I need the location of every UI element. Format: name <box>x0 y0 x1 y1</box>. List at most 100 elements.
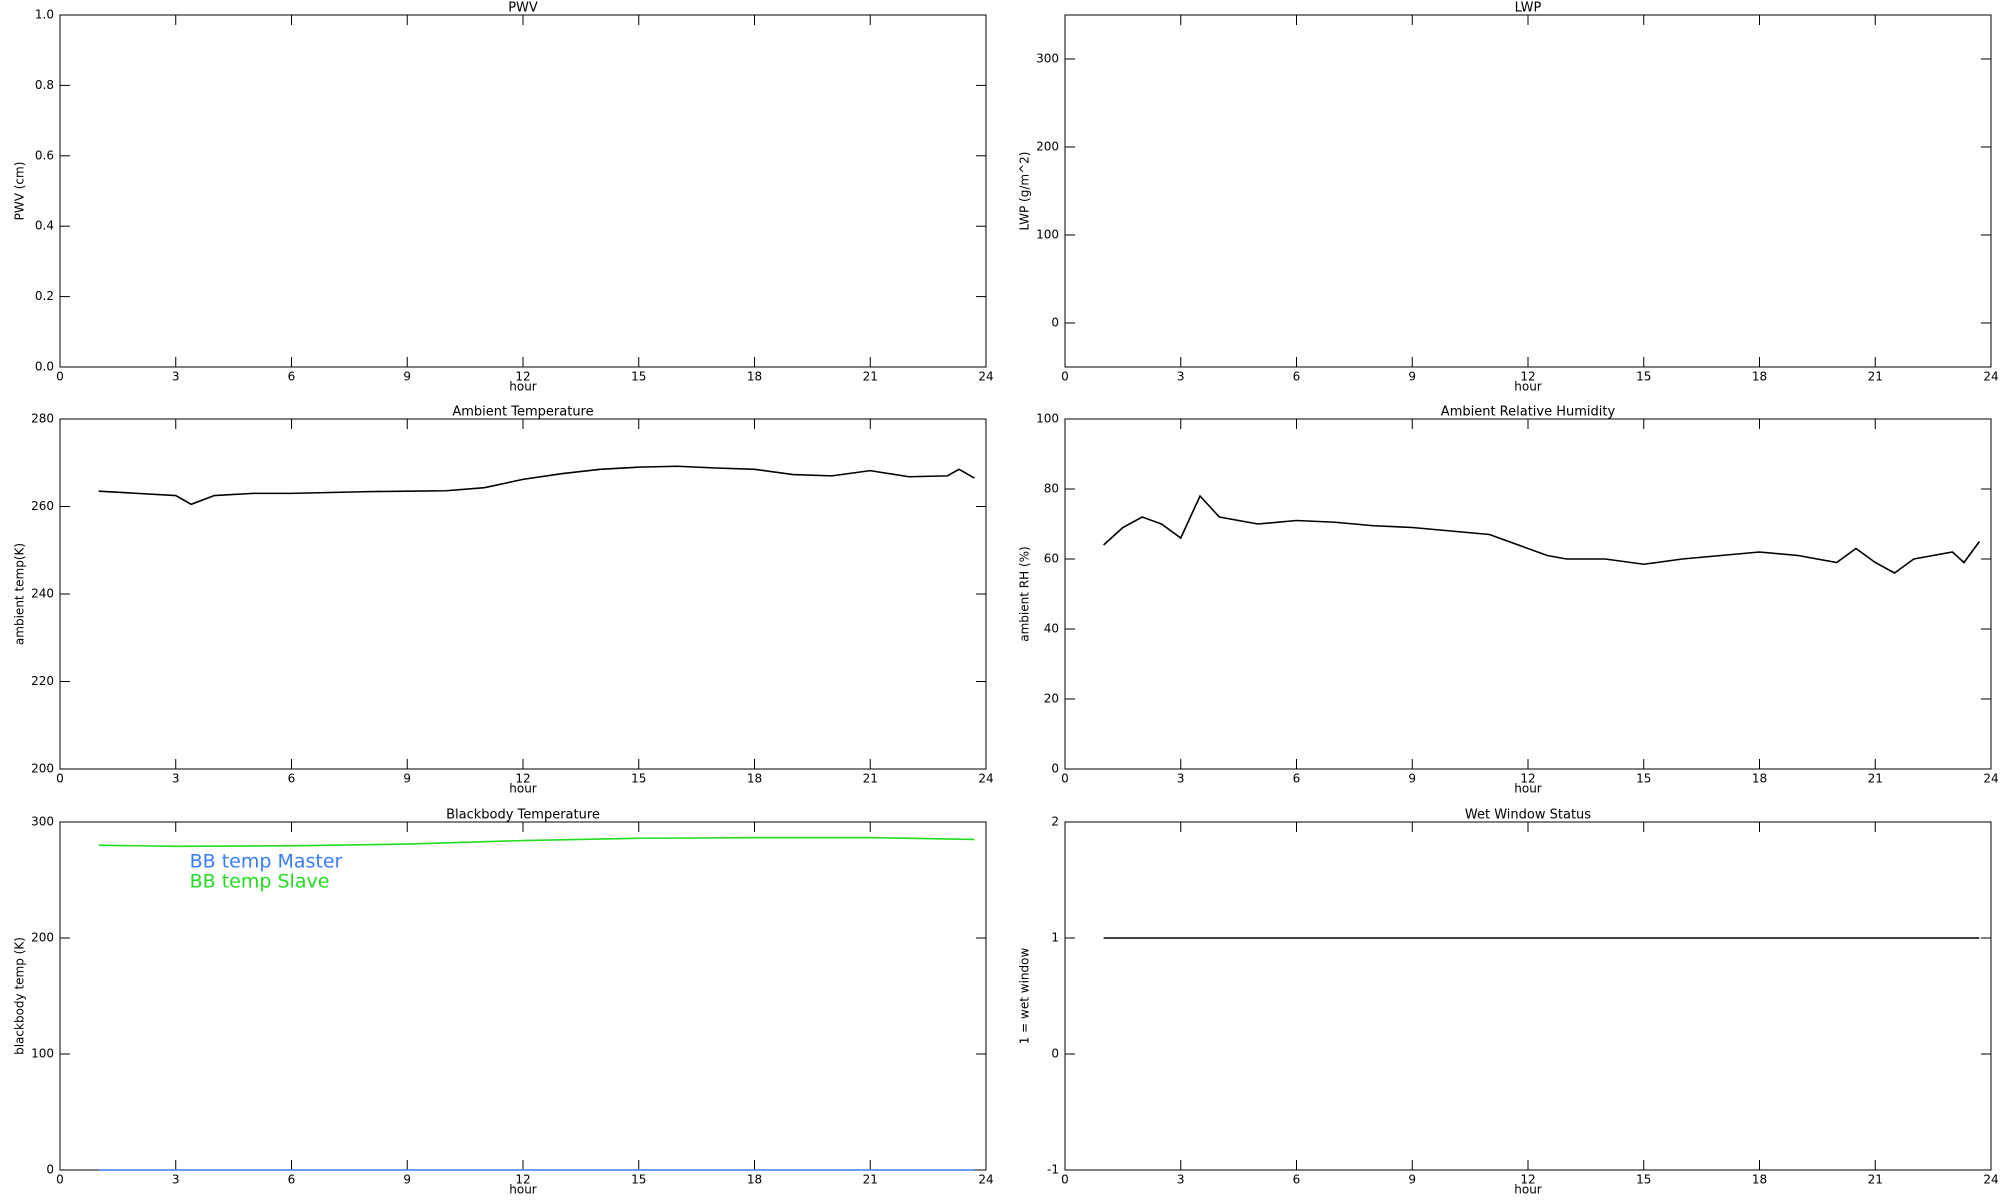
x-tick-label: 18 <box>1752 370 1767 384</box>
x-tick-label: 9 <box>403 1173 411 1187</box>
y-tick-label: 100 <box>31 1047 54 1061</box>
x-tick-label: 12 <box>515 370 530 384</box>
y-tick-label: 240 <box>31 587 54 601</box>
x-tick-label: 24 <box>1983 772 1998 786</box>
x-tick-label: 12 <box>515 1173 530 1187</box>
x-tick-label: 9 <box>1408 1173 1416 1187</box>
x-tick-label: 6 <box>288 370 296 384</box>
y-tick-label: 300 <box>31 815 54 829</box>
y-axis-label: LWP (g/m^2) <box>1018 152 1032 231</box>
y-tick-label: 260 <box>31 499 54 513</box>
x-tick-label: 0 <box>1061 772 1069 786</box>
y-tick-label: 1.0 <box>35 8 54 22</box>
x-tick-label: 9 <box>1408 772 1416 786</box>
y-tick-label: 200 <box>31 931 54 945</box>
x-tick-label: 0 <box>1061 370 1069 384</box>
chart-title: Ambient Temperature <box>452 405 593 420</box>
x-tick-label: 3 <box>172 370 180 384</box>
x-tick-label: 18 <box>1752 1173 1767 1187</box>
chart-title: Ambient Relative Humidity <box>1441 405 1616 420</box>
x-tick-label: 12 <box>515 772 530 786</box>
x-tick-label: 18 <box>747 370 762 384</box>
x-axis-label: hour <box>509 380 537 394</box>
legend-entry: BB temp Master <box>190 851 343 873</box>
y-tick-label: 20 <box>1044 692 1059 706</box>
x-tick-label: 24 <box>978 1173 993 1187</box>
y-axis-label: blackbody temp (K) <box>13 937 27 1055</box>
x-tick-label: 24 <box>978 370 993 384</box>
x-axis-label: hour <box>509 1183 537 1197</box>
x-tick-label: 15 <box>1636 772 1651 786</box>
y-tick-label: 200 <box>1036 140 1059 154</box>
x-tick-label: 18 <box>1752 772 1767 786</box>
x-tick-label: 21 <box>1868 772 1883 786</box>
series-line <box>1103 494 1981 574</box>
x-tick-label: 0 <box>56 370 64 384</box>
x-tick-label: 15 <box>1636 370 1651 384</box>
y-tick-label: 100 <box>1036 228 1059 242</box>
y-tick-label: 0.2 <box>35 289 54 303</box>
x-tick-label: 24 <box>1983 370 1998 384</box>
x-tick-label: 21 <box>1868 1173 1883 1187</box>
x-tick-label: 3 <box>172 772 180 786</box>
x-tick-label: 12 <box>1520 1173 1535 1187</box>
x-tick-label: 3 <box>1177 1173 1185 1187</box>
y-tick-label: 2 <box>1051 815 1059 829</box>
x-tick-label: 15 <box>631 1173 646 1187</box>
y-tick-label: -1 <box>1047 1163 1059 1177</box>
x-axis-label: hour <box>509 782 537 796</box>
x-tick-label: 18 <box>747 772 762 786</box>
y-tick-label: 40 <box>1044 622 1059 636</box>
x-tick-label: 6 <box>1293 772 1301 786</box>
x-tick-label: 3 <box>1177 370 1185 384</box>
y-tick-label: 0.4 <box>35 219 54 233</box>
x-tick-label: 6 <box>288 772 296 786</box>
x-tick-label: 3 <box>1177 772 1185 786</box>
y-tick-label: 300 <box>1036 52 1059 66</box>
x-tick-label: 9 <box>403 772 411 786</box>
y-tick-label: 220 <box>31 674 54 688</box>
x-tick-label: 24 <box>1983 1173 1998 1187</box>
plot-frame <box>59 14 987 368</box>
x-tick-label: 9 <box>403 370 411 384</box>
y-tick-label: 0 <box>1051 1047 1059 1061</box>
y-tick-label: 280 <box>31 412 54 426</box>
plot-frame <box>1064 418 1992 770</box>
chart-title: Blackbody Temperature <box>446 808 600 823</box>
y-tick-label: 0 <box>1051 316 1059 330</box>
y-tick-label: 1 <box>1051 931 1059 945</box>
plot-frame <box>1064 821 1992 1171</box>
x-tick-label: 15 <box>1636 1173 1651 1187</box>
x-tick-label: 9 <box>1408 370 1416 384</box>
y-axis-label: 1 = wet window <box>1018 948 1032 1045</box>
y-tick-label: 0.8 <box>35 78 54 92</box>
y-axis-label: PWV (cm) <box>13 162 27 221</box>
y-tick-label: 0.0 <box>35 360 54 374</box>
x-axis-label: hour <box>1514 782 1542 796</box>
y-tick-label: 0 <box>46 1163 54 1177</box>
y-tick-label: 60 <box>1044 552 1059 566</box>
y-axis-label: ambient temp(K) <box>13 543 27 645</box>
x-tick-label: 6 <box>1293 1173 1301 1187</box>
x-tick-label: 6 <box>288 1173 296 1187</box>
x-tick-label: 21 <box>1868 370 1883 384</box>
series-line <box>98 465 975 506</box>
x-tick-label: 21 <box>863 370 878 384</box>
x-tick-label: 24 <box>978 772 993 786</box>
plot-frame <box>1064 14 1992 368</box>
x-tick-label: 12 <box>1520 370 1535 384</box>
x-axis-label: hour <box>1514 380 1542 394</box>
chart-title: PWV <box>508 1 538 16</box>
x-tick-label: 0 <box>56 772 64 786</box>
x-tick-label: 15 <box>631 370 646 384</box>
y-tick-label: 200 <box>31 762 54 776</box>
y-tick-label: 0 <box>1051 762 1059 776</box>
chart-title: LWP <box>1515 1 1542 16</box>
chart-title: Wet Window Status <box>1465 808 1591 823</box>
x-tick-label: 0 <box>1061 1173 1069 1187</box>
x-axis-label: hour <box>1514 1183 1542 1197</box>
x-tick-label: 21 <box>863 1173 878 1187</box>
x-tick-label: 18 <box>747 1173 762 1187</box>
series-line <box>98 836 975 848</box>
